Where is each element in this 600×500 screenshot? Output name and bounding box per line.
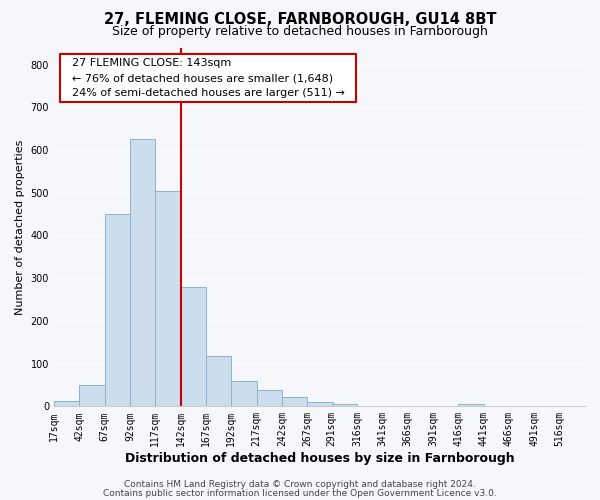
Bar	[130, 140, 155, 406]
Text: Contains HM Land Registry data © Crown copyright and database right 2024.: Contains HM Land Registry data © Crown c…	[124, 480, 476, 489]
Text: 27, FLEMING CLOSE, FARNBOROUGH, GU14 8BT: 27, FLEMING CLOSE, FARNBOROUGH, GU14 8BT	[104, 12, 496, 28]
Bar	[79, 385, 104, 406]
Bar	[155, 190, 181, 406]
Bar	[54, 401, 79, 406]
Y-axis label: Number of detached properties: Number of detached properties	[15, 139, 25, 314]
Text: 27 FLEMING CLOSE: 143sqm  
  ← 76% of detached houses are smaller (1,648)  
  24: 27 FLEMING CLOSE: 143sqm ← 76% of detach…	[65, 58, 352, 98]
Text: Size of property relative to detached houses in Farnborough: Size of property relative to detached ho…	[112, 25, 488, 38]
Bar	[181, 286, 206, 406]
Bar	[282, 397, 307, 406]
Text: Contains public sector information licensed under the Open Government Licence v3: Contains public sector information licen…	[103, 488, 497, 498]
Bar	[104, 214, 130, 406]
Bar	[231, 380, 257, 406]
X-axis label: Distribution of detached houses by size in Farnborough: Distribution of detached houses by size …	[125, 452, 514, 465]
Bar	[458, 404, 484, 406]
Bar	[257, 390, 282, 406]
Bar	[307, 402, 332, 406]
Bar	[332, 404, 357, 406]
Bar	[206, 356, 231, 406]
